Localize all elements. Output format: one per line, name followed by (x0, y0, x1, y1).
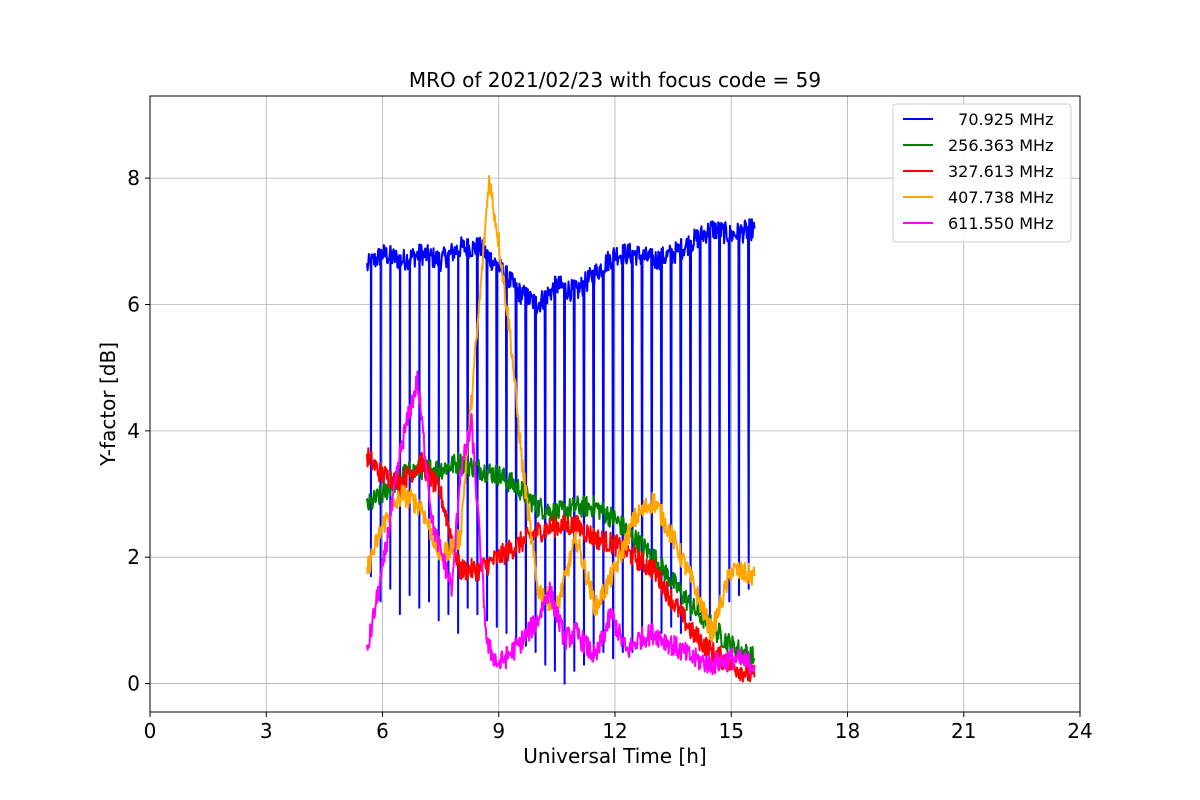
series-line (366, 175, 756, 643)
x-tick-label: 18 (835, 719, 860, 743)
legend-label: 407.738 MHz (948, 188, 1053, 207)
y-tick-label: 2 (127, 545, 140, 569)
legend: 70.925 MHz 256.363 MHz 327.613 MHz 407.738 … (892, 103, 1072, 243)
y-tick-label: 0 (127, 672, 140, 696)
x-tick-label: 0 (144, 719, 157, 743)
y-tick-label: 6 (127, 292, 140, 316)
x-tick-label: 3 (260, 719, 273, 743)
series-line (366, 447, 756, 683)
legend-label: 70.925 MHz (948, 110, 1053, 129)
series-layer (366, 175, 756, 685)
x-tick-label: 24 (1067, 719, 1092, 743)
x-tick-label: 21 (951, 719, 976, 743)
x-axis-label: Universal Time [h] (523, 744, 706, 768)
series-line (366, 370, 756, 676)
y-tick-label: 8 (127, 166, 140, 190)
series-line (366, 218, 756, 685)
legend-label: 256.363 MHz (948, 136, 1053, 155)
y-axis-label: Y-factor [dB] (96, 342, 120, 467)
x-tick-label: 12 (602, 719, 627, 743)
legend-label: 327.613 MHz (948, 162, 1053, 181)
legend-label: 611.550 MHz (948, 214, 1053, 233)
x-tick-label: 6 (376, 719, 389, 743)
x-tick-label: 9 (492, 719, 505, 743)
x-tick-label: 15 (719, 719, 744, 743)
chart-title: MRO of 2021/02/23 with focus code = 59 (409, 68, 821, 92)
legend-box (892, 103, 1072, 243)
y-tick-label: 4 (127, 419, 140, 443)
